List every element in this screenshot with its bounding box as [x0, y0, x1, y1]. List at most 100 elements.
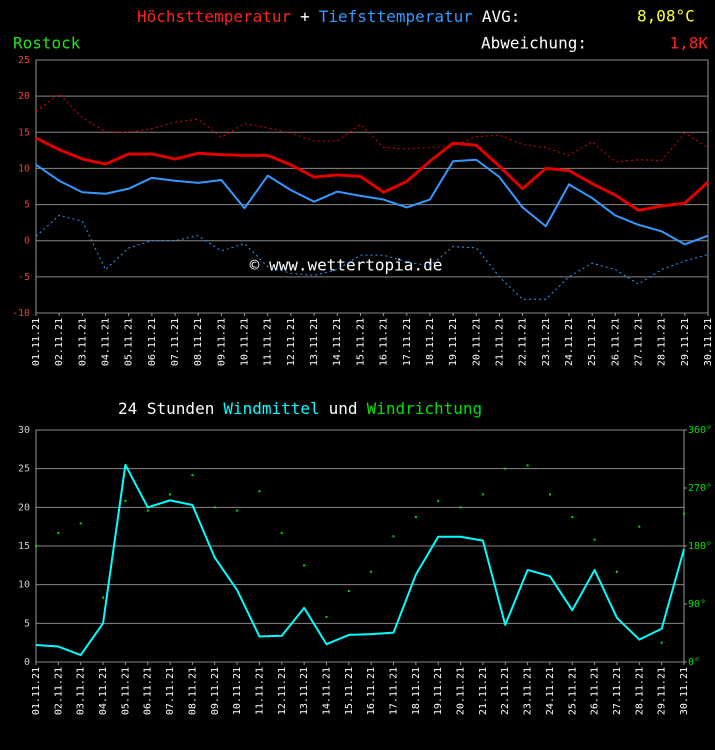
series-line	[35, 93, 709, 163]
direction-dot	[191, 474, 194, 477]
x-tick-label: 21.11.21	[494, 318, 505, 366]
direction-dot	[414, 516, 417, 518]
legend-entry: Höchsttemperatur	[137, 7, 291, 26]
x-tick-label: 27.11.21	[633, 318, 644, 366]
x-tick-label: 11.11.21	[254, 667, 265, 715]
x-tick-label: 11.11.21	[263, 318, 274, 366]
direction-dot	[459, 506, 462, 509]
x-tick-label: 16.11.21	[366, 667, 377, 715]
y-tick-label: 20	[18, 91, 30, 102]
direction-dot	[124, 499, 127, 502]
series-line	[35, 158, 709, 246]
x-tick-label: 14.11.21	[332, 318, 343, 366]
y2-tick-label: 360°	[688, 425, 712, 436]
x-tick-label: 24.11.21	[545, 667, 556, 715]
legend-entry: Windmittel	[223, 399, 319, 418]
x-tick-label: 05.11.21	[124, 318, 135, 366]
direction-dot	[481, 493, 484, 496]
x-tick-label: 29.11.21	[680, 318, 691, 366]
y2-tick-label: 0°	[688, 657, 700, 668]
y-tick-label: -5	[18, 272, 30, 283]
x-tick-label: 29.11.21	[657, 667, 668, 715]
x-tick-label: 09.11.21	[210, 667, 221, 715]
x-tick-label: 03.11.21	[77, 318, 88, 366]
x-tick-label: 20.11.21	[471, 318, 482, 366]
x-tick-label: 18.11.21	[425, 318, 436, 366]
x-tick-label: 25.11.21	[587, 318, 598, 366]
deviation-value: 1,8K	[669, 34, 708, 53]
direction-dot	[258, 490, 261, 493]
x-tick-label: 15.11.21	[344, 667, 355, 715]
y-tick-label: 20	[18, 502, 30, 513]
x-tick-label: 10.11.21	[232, 667, 243, 715]
direction-dot	[638, 525, 641, 528]
direction-dot	[526, 464, 529, 467]
direction-dot	[660, 641, 663, 644]
x-tick-label: 02.11.21	[53, 667, 64, 715]
x-tick-label: 09.11.21	[216, 318, 227, 366]
y-tick-label: 25	[18, 464, 30, 475]
x-tick-label: 01.11.21	[31, 667, 42, 715]
y-tick-label: 0	[24, 236, 30, 247]
direction-dot	[325, 615, 328, 618]
y2-tick-label: 270°	[688, 483, 712, 494]
y-tick-label: 25	[18, 55, 30, 66]
x-tick-label: 12.11.21	[286, 318, 297, 366]
y2-tick-label: 180°	[688, 541, 712, 552]
y-tick-label: 10	[18, 163, 30, 174]
x-tick-label: 22.11.21	[518, 318, 529, 366]
avg-label: AVG:	[482, 7, 521, 26]
title-joiner: und	[329, 399, 358, 418]
x-tick-label: 16.11.21	[379, 318, 390, 366]
direction-dot	[146, 509, 149, 512]
direction-dot	[370, 570, 373, 573]
x-tick-label: 19.11.21	[433, 667, 444, 715]
legend-entry: Windrichtung	[367, 399, 483, 418]
direction-dot	[35, 545, 37, 547]
direction-dot	[683, 512, 685, 515]
y-tick-label: 15	[18, 541, 30, 552]
x-tick-label: 06.11.21	[143, 667, 154, 715]
y-tick-label: 15	[18, 127, 30, 138]
x-tick-label: 03.11.21	[76, 667, 87, 715]
y2-tick-label: 90°	[688, 599, 706, 610]
direction-dot	[236, 509, 239, 512]
x-tick-label: 07.11.21	[170, 318, 181, 366]
x-tick-label: 22.11.21	[500, 667, 511, 715]
direction-dot	[392, 535, 395, 538]
series-line	[35, 214, 709, 300]
x-tick-label: 13.11.21	[309, 318, 320, 366]
x-tick-label: 23.11.21	[541, 318, 552, 366]
direction-dot	[504, 467, 507, 470]
x-tick-label: 05.11.21	[120, 667, 131, 715]
x-tick-label: 15.11.21	[355, 318, 366, 366]
direction-dot	[615, 570, 618, 573]
x-tick-label: 18.11.21	[411, 667, 422, 715]
direction-dot	[213, 506, 216, 509]
direction-dot	[437, 499, 440, 502]
x-tick-label: 28.11.21	[634, 667, 645, 715]
direction-dot	[347, 590, 350, 593]
x-tick-label: 12.11.21	[277, 667, 288, 715]
x-tick-label: 27.11.21	[612, 667, 623, 715]
y-tick-label: 5	[24, 618, 30, 629]
chart-title: 24 Stunden Windmittel und Windrichtung	[118, 399, 482, 418]
x-tick-label: 24.11.21	[564, 318, 575, 366]
direction-dot	[593, 538, 596, 541]
x-tick-label: 23.11.21	[523, 667, 534, 715]
y-tick-label: 0	[24, 657, 30, 668]
x-tick-label: 21.11.21	[478, 667, 489, 715]
deviation-label: Abweichung:	[481, 34, 587, 53]
x-tick-label: 10.11.21	[240, 318, 251, 366]
direction-dot	[102, 596, 105, 599]
x-tick-label: 26.11.21	[610, 318, 621, 366]
x-tick-label: 01.11.21	[31, 318, 42, 366]
title-joiner: +	[300, 7, 310, 26]
x-tick-label: 04.11.21	[101, 318, 112, 366]
direction-dot	[303, 564, 306, 567]
y-tick-label: 30	[18, 425, 30, 436]
direction-dot	[57, 532, 60, 535]
